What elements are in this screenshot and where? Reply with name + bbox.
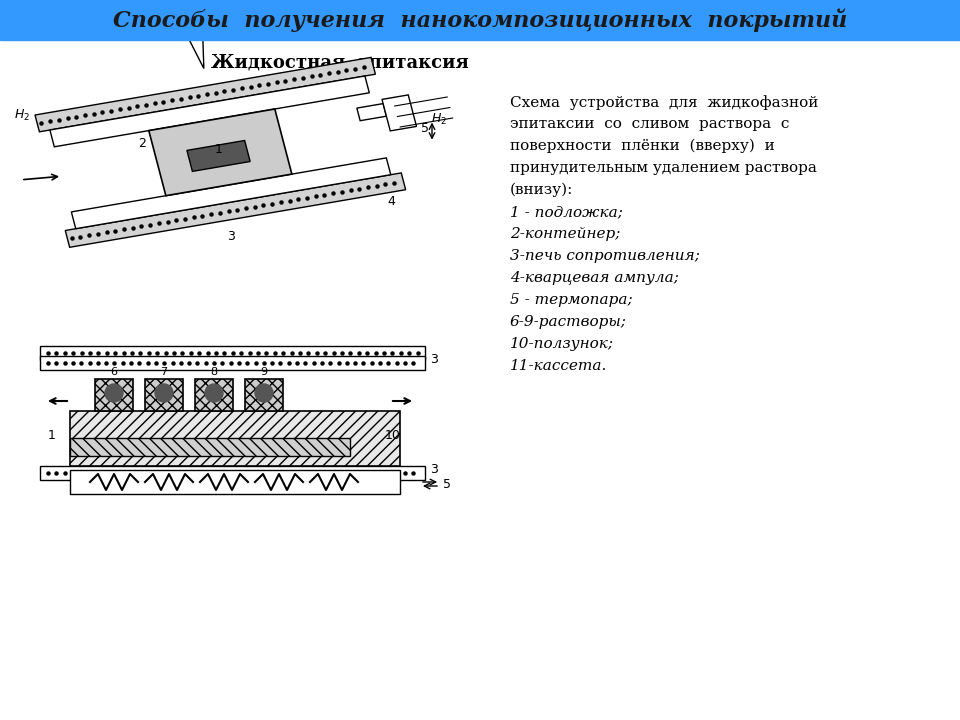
Text: 5: 5 bbox=[421, 122, 429, 135]
Text: 3: 3 bbox=[430, 463, 438, 476]
Text: 2-контейнер;: 2-контейнер; bbox=[510, 227, 620, 241]
Polygon shape bbox=[71, 158, 391, 229]
Text: $H_2$: $H_2$ bbox=[14, 108, 30, 123]
Text: 6-9-растворы;: 6-9-растворы; bbox=[510, 315, 627, 329]
Polygon shape bbox=[50, 76, 370, 147]
Bar bbox=[145, 379, 183, 411]
Text: 5 - термопара;: 5 - термопара; bbox=[510, 293, 633, 307]
Text: Способы  получения  нанокомпозиционных  покрытий: Способы получения нанокомпозиционных пок… bbox=[113, 8, 847, 32]
Circle shape bbox=[205, 384, 223, 402]
Text: принудительным удалением раствора: принудительным удалением раствора bbox=[510, 161, 817, 175]
Bar bbox=[0, 0, 960, 40]
Text: 10-ползунок;: 10-ползунок; bbox=[510, 337, 614, 351]
Text: 2: 2 bbox=[138, 138, 146, 150]
Text: 8: 8 bbox=[210, 367, 218, 377]
Circle shape bbox=[255, 384, 273, 402]
Bar bbox=[70, 411, 400, 466]
Text: $H_2$: $H_2$ bbox=[431, 112, 446, 127]
Text: Жидкостная  эпитаксия: Жидкостная эпитаксия bbox=[211, 53, 468, 71]
Polygon shape bbox=[149, 109, 292, 196]
Text: 5: 5 bbox=[443, 478, 451, 491]
Polygon shape bbox=[382, 95, 417, 131]
Text: 3: 3 bbox=[430, 353, 438, 366]
Text: 11-кассета.: 11-кассета. bbox=[510, 359, 608, 373]
Bar bbox=[195, 379, 233, 411]
Polygon shape bbox=[164, 0, 213, 15]
Bar bbox=[40, 346, 425, 360]
Text: 1: 1 bbox=[214, 143, 222, 156]
Text: 1 - подложка;: 1 - подложка; bbox=[510, 205, 623, 219]
Bar bbox=[70, 470, 400, 494]
Text: (внизу):: (внизу): bbox=[510, 183, 573, 197]
Bar bbox=[40, 356, 425, 370]
Text: 9: 9 bbox=[260, 367, 268, 377]
Text: 4: 4 bbox=[388, 194, 396, 207]
Polygon shape bbox=[35, 58, 375, 132]
Polygon shape bbox=[65, 173, 406, 247]
Text: 7: 7 bbox=[160, 367, 168, 377]
Polygon shape bbox=[181, 20, 204, 68]
Polygon shape bbox=[187, 140, 251, 171]
Text: эпитаксии  со  сливом  раствора  с: эпитаксии со сливом раствора с bbox=[510, 117, 789, 131]
Text: поверхности  плёнки  (вверху)  и: поверхности плёнки (вверху) и bbox=[510, 139, 775, 153]
Text: 4-кварцевая ампула;: 4-кварцевая ампула; bbox=[510, 271, 679, 285]
Text: 6: 6 bbox=[110, 367, 117, 377]
Circle shape bbox=[105, 384, 123, 402]
Text: Схема  устройства  для  жидкофазной: Схема устройства для жидкофазной bbox=[510, 95, 818, 110]
Text: 10: 10 bbox=[385, 429, 401, 442]
Bar bbox=[95, 379, 133, 411]
Text: 3: 3 bbox=[227, 230, 235, 243]
Bar bbox=[245, 379, 283, 411]
Text: 3-печь сопротивления;: 3-печь сопротивления; bbox=[510, 249, 700, 263]
Bar bbox=[40, 466, 425, 480]
Text: 1: 1 bbox=[48, 429, 56, 442]
Circle shape bbox=[155, 384, 173, 402]
Polygon shape bbox=[357, 104, 386, 121]
Bar bbox=[70, 438, 350, 456]
